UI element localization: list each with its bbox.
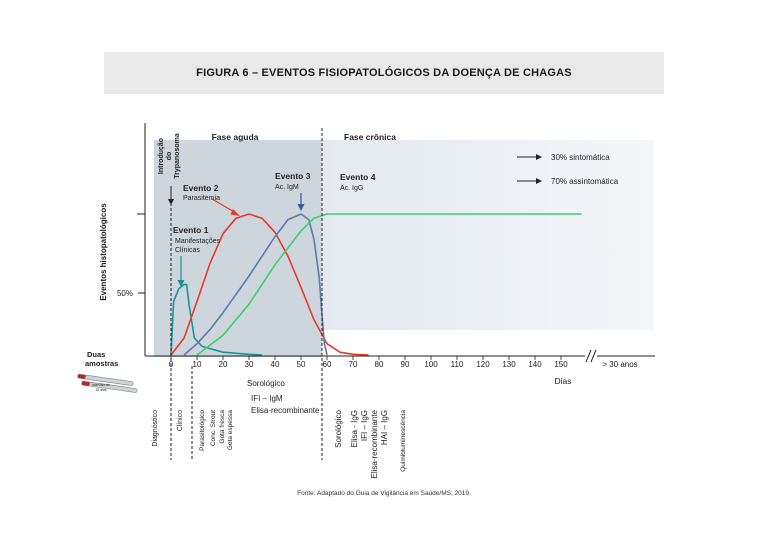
chronic-diagnosis-label: Elisa-recombinante bbox=[370, 409, 379, 478]
event-2-sub: Parasitemia bbox=[183, 195, 220, 202]
event-3-sub: Ac. IgM bbox=[275, 184, 299, 191]
chronic-diagnosis-label: Elisa - IgG bbox=[350, 410, 359, 447]
x-tick-label: 150 bbox=[554, 360, 568, 369]
figure-source: Fonte: Adaptado do Guia de Vigilância em… bbox=[297, 490, 471, 497]
x-tick-label: 40 bbox=[271, 360, 280, 369]
acute-phase-area bbox=[154, 140, 322, 357]
axis-break-2 bbox=[590, 349, 597, 363]
acute-phase-label: Fase aguda bbox=[212, 132, 259, 142]
chronic-phase-label: Fase crônica bbox=[344, 132, 396, 142]
diagnosis-label: Diagnóstico bbox=[152, 410, 159, 447]
chronic-phase-area bbox=[322, 140, 654, 330]
event-1-sub: Clínicas bbox=[175, 247, 200, 254]
event-2-title: Evento 2 bbox=[183, 183, 219, 193]
event-1-sub: Manifestações bbox=[175, 238, 221, 245]
diagnosis-label: Clínico bbox=[177, 410, 184, 432]
chronic-diagnosis-label: IFI – IgG bbox=[360, 410, 369, 441]
x-tick-label: 10 bbox=[193, 360, 202, 369]
sample-tube-cap-icon bbox=[77, 374, 86, 379]
introduction-label: Trypanosoma bbox=[174, 133, 181, 179]
x-tick-label: > 30 anos bbox=[602, 360, 637, 369]
x-tick-label: 100 bbox=[424, 360, 438, 369]
samples-label: amostras bbox=[85, 359, 118, 368]
diagnosis-label: Gota espessa bbox=[227, 410, 234, 450]
y-tick-label: 50% bbox=[117, 289, 133, 298]
x-tick-label: 120 bbox=[476, 360, 490, 369]
chronic-diagnosis-label: Quimioluminescência bbox=[400, 410, 407, 472]
event-2-arrowhead bbox=[230, 209, 240, 216]
x-tick-label: 0 bbox=[169, 360, 174, 369]
introduction-label: do bbox=[166, 152, 173, 161]
event-1-arrowhead bbox=[177, 280, 185, 287]
x-axis-title: Dias bbox=[554, 376, 571, 386]
event-4-sub: Ac. IgG bbox=[340, 185, 363, 192]
x-tick-label: 90 bbox=[401, 360, 410, 369]
diagnosis-label: Conc. Strout bbox=[210, 410, 217, 446]
diagnosis-label: Gota fresca bbox=[219, 410, 226, 444]
tube-label: 15 dias bbox=[95, 388, 107, 392]
event-3-arrowhead bbox=[297, 204, 305, 211]
event-2-arrow bbox=[211, 198, 237, 214]
event-3-title: Evento 3 bbox=[275, 171, 311, 181]
introduction-label: Introdução bbox=[158, 138, 165, 174]
figure-title: FIGURA 6 – EVENTOS FISIOPATOLÓGICOS DA D… bbox=[196, 67, 572, 79]
x-tick-label: 70 bbox=[349, 360, 358, 369]
acute-serology-method: IFI – IgM bbox=[251, 394, 283, 403]
outcome-asymptomatic: 70% assintomática bbox=[551, 177, 619, 186]
samples-label: Duas bbox=[87, 350, 105, 359]
acute-serology-label: Sorológico bbox=[247, 379, 285, 388]
parasitemia-curve bbox=[170, 213, 369, 356]
tube-label: Intervalo de bbox=[92, 383, 110, 387]
chronic-diagnosis-label: HAI – IgG bbox=[380, 410, 389, 445]
x-tick-label: 60 bbox=[323, 360, 332, 369]
x-tick-label: 130 bbox=[502, 360, 516, 369]
igg-curve bbox=[196, 213, 582, 356]
x-tick-label: 50 bbox=[297, 360, 306, 369]
acute-serology-method: Elisa-recombinante bbox=[251, 406, 320, 415]
x-tick-label: 110 bbox=[451, 360, 464, 369]
chronic-diagnosis-label: Sorológico bbox=[334, 409, 343, 447]
x-tick-label: 20 bbox=[219, 360, 228, 369]
outcome-symptomatic: 30% sintomática bbox=[551, 153, 610, 162]
clinical-curve bbox=[170, 283, 263, 356]
igm-curve bbox=[183, 213, 328, 356]
x-tick-label: 140 bbox=[528, 360, 542, 369]
y-axis-title: Eventos histopatológicos bbox=[99, 203, 108, 301]
sample-tube-cap-icon bbox=[81, 381, 90, 386]
event-4-title: Evento 4 bbox=[340, 172, 376, 182]
x-tick-label: 30 bbox=[245, 360, 254, 369]
axis-break-1 bbox=[585, 349, 592, 363]
diagnosis-label: Parasitológico bbox=[199, 410, 206, 451]
title-bar: FIGURA 6 – EVENTOS FISIOPATOLÓGICOS DA D… bbox=[104, 52, 664, 94]
x-tick-label: 80 bbox=[375, 360, 384, 369]
event-1-title: Evento 1 bbox=[173, 225, 209, 235]
